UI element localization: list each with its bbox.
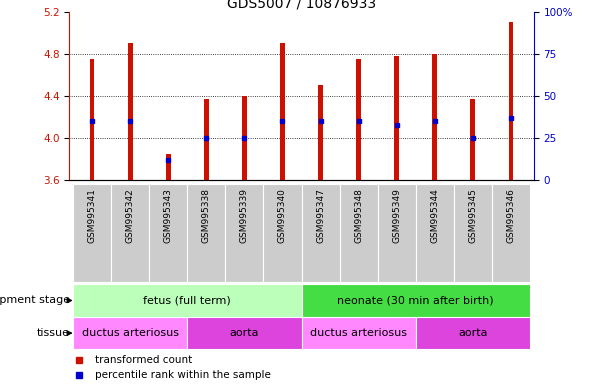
Text: GSM995347: GSM995347 — [316, 188, 325, 243]
Title: GDS5007 / 10876933: GDS5007 / 10876933 — [227, 0, 376, 10]
Bar — [318, 86, 323, 180]
Text: GSM995342: GSM995342 — [126, 188, 134, 243]
Bar — [128, 43, 133, 180]
Bar — [453, 184, 492, 282]
Text: transformed count: transformed count — [95, 355, 192, 365]
Text: aorta: aorta — [230, 328, 259, 338]
Text: aorta: aorta — [458, 328, 487, 338]
Bar — [415, 317, 530, 349]
Bar — [302, 284, 530, 317]
Bar — [302, 184, 339, 282]
Text: GSM995341: GSM995341 — [87, 188, 96, 243]
Bar — [111, 184, 150, 282]
Bar — [470, 99, 475, 180]
Text: neonate (30 min after birth): neonate (30 min after birth) — [337, 295, 494, 306]
Text: ductus arteriosus: ductus arteriosus — [82, 328, 178, 338]
Text: GSM995346: GSM995346 — [507, 188, 516, 243]
Bar — [356, 59, 361, 180]
Bar — [394, 56, 399, 180]
Bar — [242, 96, 247, 180]
Text: GSM995343: GSM995343 — [164, 188, 173, 243]
Bar — [280, 43, 285, 180]
Bar — [226, 184, 264, 282]
Text: GSM995340: GSM995340 — [278, 188, 287, 243]
Bar — [188, 184, 226, 282]
Bar — [73, 184, 111, 282]
Bar — [166, 154, 171, 180]
Bar — [432, 54, 437, 180]
Bar — [508, 22, 513, 180]
Bar — [90, 59, 95, 180]
Text: fetus (full term): fetus (full term) — [144, 295, 231, 306]
Bar — [415, 184, 453, 282]
Text: development stage: development stage — [0, 295, 70, 306]
Text: GSM995344: GSM995344 — [430, 188, 439, 243]
Bar — [188, 317, 302, 349]
Text: GSM995345: GSM995345 — [469, 188, 477, 243]
Bar — [150, 184, 188, 282]
Text: percentile rank within the sample: percentile rank within the sample — [95, 370, 271, 380]
Text: GSM995349: GSM995349 — [392, 188, 401, 243]
Bar — [264, 184, 302, 282]
Text: ductus arteriosus: ductus arteriosus — [310, 328, 407, 338]
Bar — [73, 284, 302, 317]
Bar — [204, 99, 209, 180]
Text: tissue: tissue — [37, 328, 70, 338]
Bar — [73, 317, 188, 349]
Text: GSM995348: GSM995348 — [354, 188, 363, 243]
Bar — [492, 184, 530, 282]
Text: GSM995339: GSM995339 — [240, 188, 249, 243]
Bar — [377, 184, 415, 282]
Bar — [339, 184, 377, 282]
Bar — [302, 317, 415, 349]
Text: GSM995338: GSM995338 — [202, 188, 211, 243]
